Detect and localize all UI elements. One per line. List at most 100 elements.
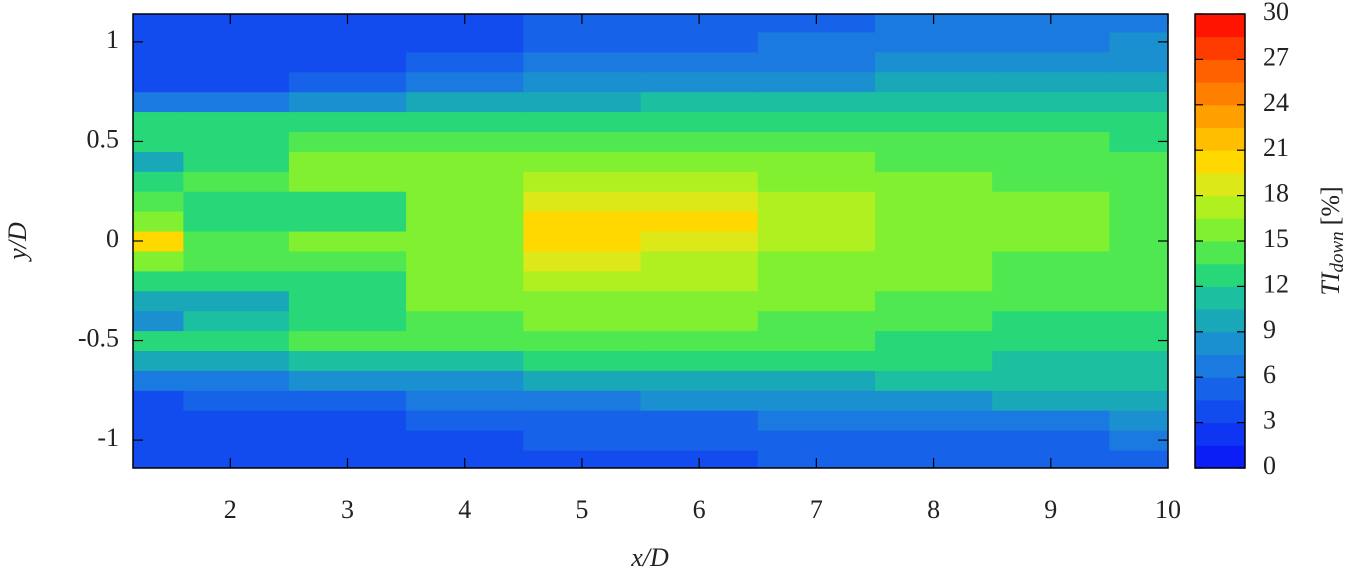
contour-cell xyxy=(1109,51,1169,73)
contour-cell xyxy=(183,290,290,312)
contour-cell xyxy=(992,250,1110,272)
contour-cell xyxy=(640,111,759,132)
contour-cell xyxy=(288,430,407,451)
contour-cell xyxy=(183,410,290,431)
contour-cell xyxy=(992,191,1110,212)
contour-cell xyxy=(1109,310,1169,332)
contour-cell xyxy=(640,250,759,272)
y-tick-label: 1 xyxy=(106,25,119,54)
contour-cell xyxy=(992,131,1110,152)
colorbar-band xyxy=(1195,36,1245,60)
contour-cell xyxy=(640,390,759,411)
contour-cell xyxy=(406,410,524,431)
contour-cell xyxy=(288,91,407,113)
contour-cell xyxy=(183,231,290,252)
contour-cell xyxy=(1109,270,1169,292)
contour-cell xyxy=(288,71,407,93)
colorbar-band xyxy=(1195,59,1245,83)
contour-cell xyxy=(133,91,184,113)
contour-cell xyxy=(523,330,642,352)
colorbar-tick-label: 27 xyxy=(1263,42,1289,71)
contour-cell xyxy=(1109,410,1169,431)
contour-cell xyxy=(1109,14,1169,33)
contour-cell xyxy=(523,211,642,232)
contour-cell xyxy=(523,131,642,152)
contour-cell xyxy=(183,191,290,212)
contour-cell xyxy=(523,270,642,292)
contour-cell xyxy=(183,14,290,33)
contour-cell xyxy=(406,350,524,371)
contour-cell xyxy=(133,14,184,33)
contour-cell xyxy=(640,51,759,73)
contour-cell xyxy=(992,430,1110,451)
contour-cell xyxy=(640,211,759,232)
contour-cell xyxy=(992,390,1110,411)
contour-cell xyxy=(640,270,759,292)
contour-cell xyxy=(874,91,993,113)
colorbar-tick-label: 15 xyxy=(1263,224,1289,253)
contour-cell xyxy=(874,171,993,192)
contour-cell xyxy=(133,131,184,152)
colorbar-band xyxy=(1195,104,1245,128)
colorbar-band xyxy=(1195,218,1245,242)
colorbar-band xyxy=(1195,445,1245,469)
contour-cell xyxy=(992,231,1110,252)
contour-cell xyxy=(992,330,1110,352)
contour-cell xyxy=(757,31,876,53)
contour-cell xyxy=(640,151,759,172)
contour-cell xyxy=(640,191,759,212)
contour-cell xyxy=(133,430,184,451)
colorbar-tick-label: 21 xyxy=(1263,133,1289,162)
contour-cell xyxy=(874,111,993,132)
colorbar-band xyxy=(1195,14,1245,38)
contour-cell xyxy=(640,330,759,352)
contour-cell xyxy=(183,430,290,451)
contour-cell xyxy=(133,51,184,73)
x-axis-label: x/D xyxy=(630,543,669,572)
x-tick-label: 2 xyxy=(224,495,237,524)
contour-cell xyxy=(183,131,290,152)
contour-cell xyxy=(288,330,407,352)
contour-cell xyxy=(992,270,1110,292)
contour-cell xyxy=(757,71,876,93)
contour-cell xyxy=(757,430,876,451)
contour-cell xyxy=(640,71,759,93)
contour-cell xyxy=(133,71,184,93)
colorbar-band xyxy=(1195,377,1245,401)
contour-cell xyxy=(523,430,642,451)
colorbar-tick-label: 30 xyxy=(1263,0,1289,26)
contour-cell xyxy=(874,290,993,312)
contour-cell xyxy=(1109,171,1169,192)
contour-cell xyxy=(406,211,524,232)
contour-cell xyxy=(523,51,642,73)
contour-cell xyxy=(133,290,184,312)
x-tick-label: 4 xyxy=(458,495,471,524)
contour-cell xyxy=(183,350,290,371)
contour-cell xyxy=(133,111,184,132)
contour-cell xyxy=(757,270,876,292)
contour-cell xyxy=(183,450,290,469)
contour-cell xyxy=(183,51,290,73)
colorbar-label-unit: [%] xyxy=(1316,186,1345,225)
contour-cell xyxy=(133,450,184,469)
contour-cell xyxy=(523,350,642,371)
contour-cell xyxy=(183,310,290,332)
colorbar-band xyxy=(1195,399,1245,424)
contour-cell xyxy=(288,171,407,192)
contour-cell xyxy=(874,350,993,371)
colorbar-band xyxy=(1195,172,1245,197)
contour-cell xyxy=(288,250,407,272)
contour-cell xyxy=(523,231,642,252)
contour-cell xyxy=(757,390,876,411)
x-tick-label: 10 xyxy=(1155,495,1181,524)
colorbar-band xyxy=(1195,127,1245,151)
contour-cell xyxy=(183,250,290,272)
contour-cell xyxy=(133,31,184,53)
contour-cell xyxy=(406,31,524,53)
contour-cell xyxy=(757,131,876,152)
contour-cell xyxy=(874,330,993,352)
contour-cell xyxy=(183,390,290,411)
contour-cell xyxy=(1109,111,1169,132)
contour-cell xyxy=(523,91,642,113)
